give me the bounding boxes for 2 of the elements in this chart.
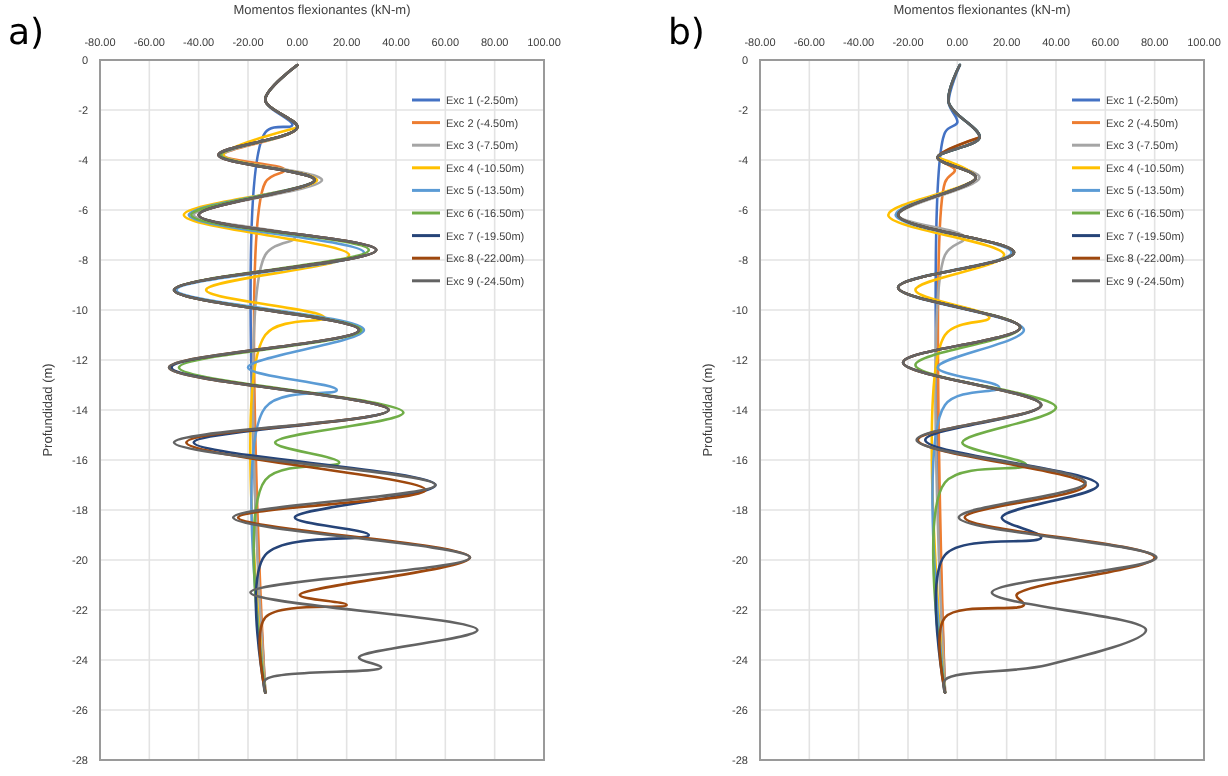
chart-title: b): [668, 12, 705, 54]
chart-title: a): [8, 12, 45, 54]
